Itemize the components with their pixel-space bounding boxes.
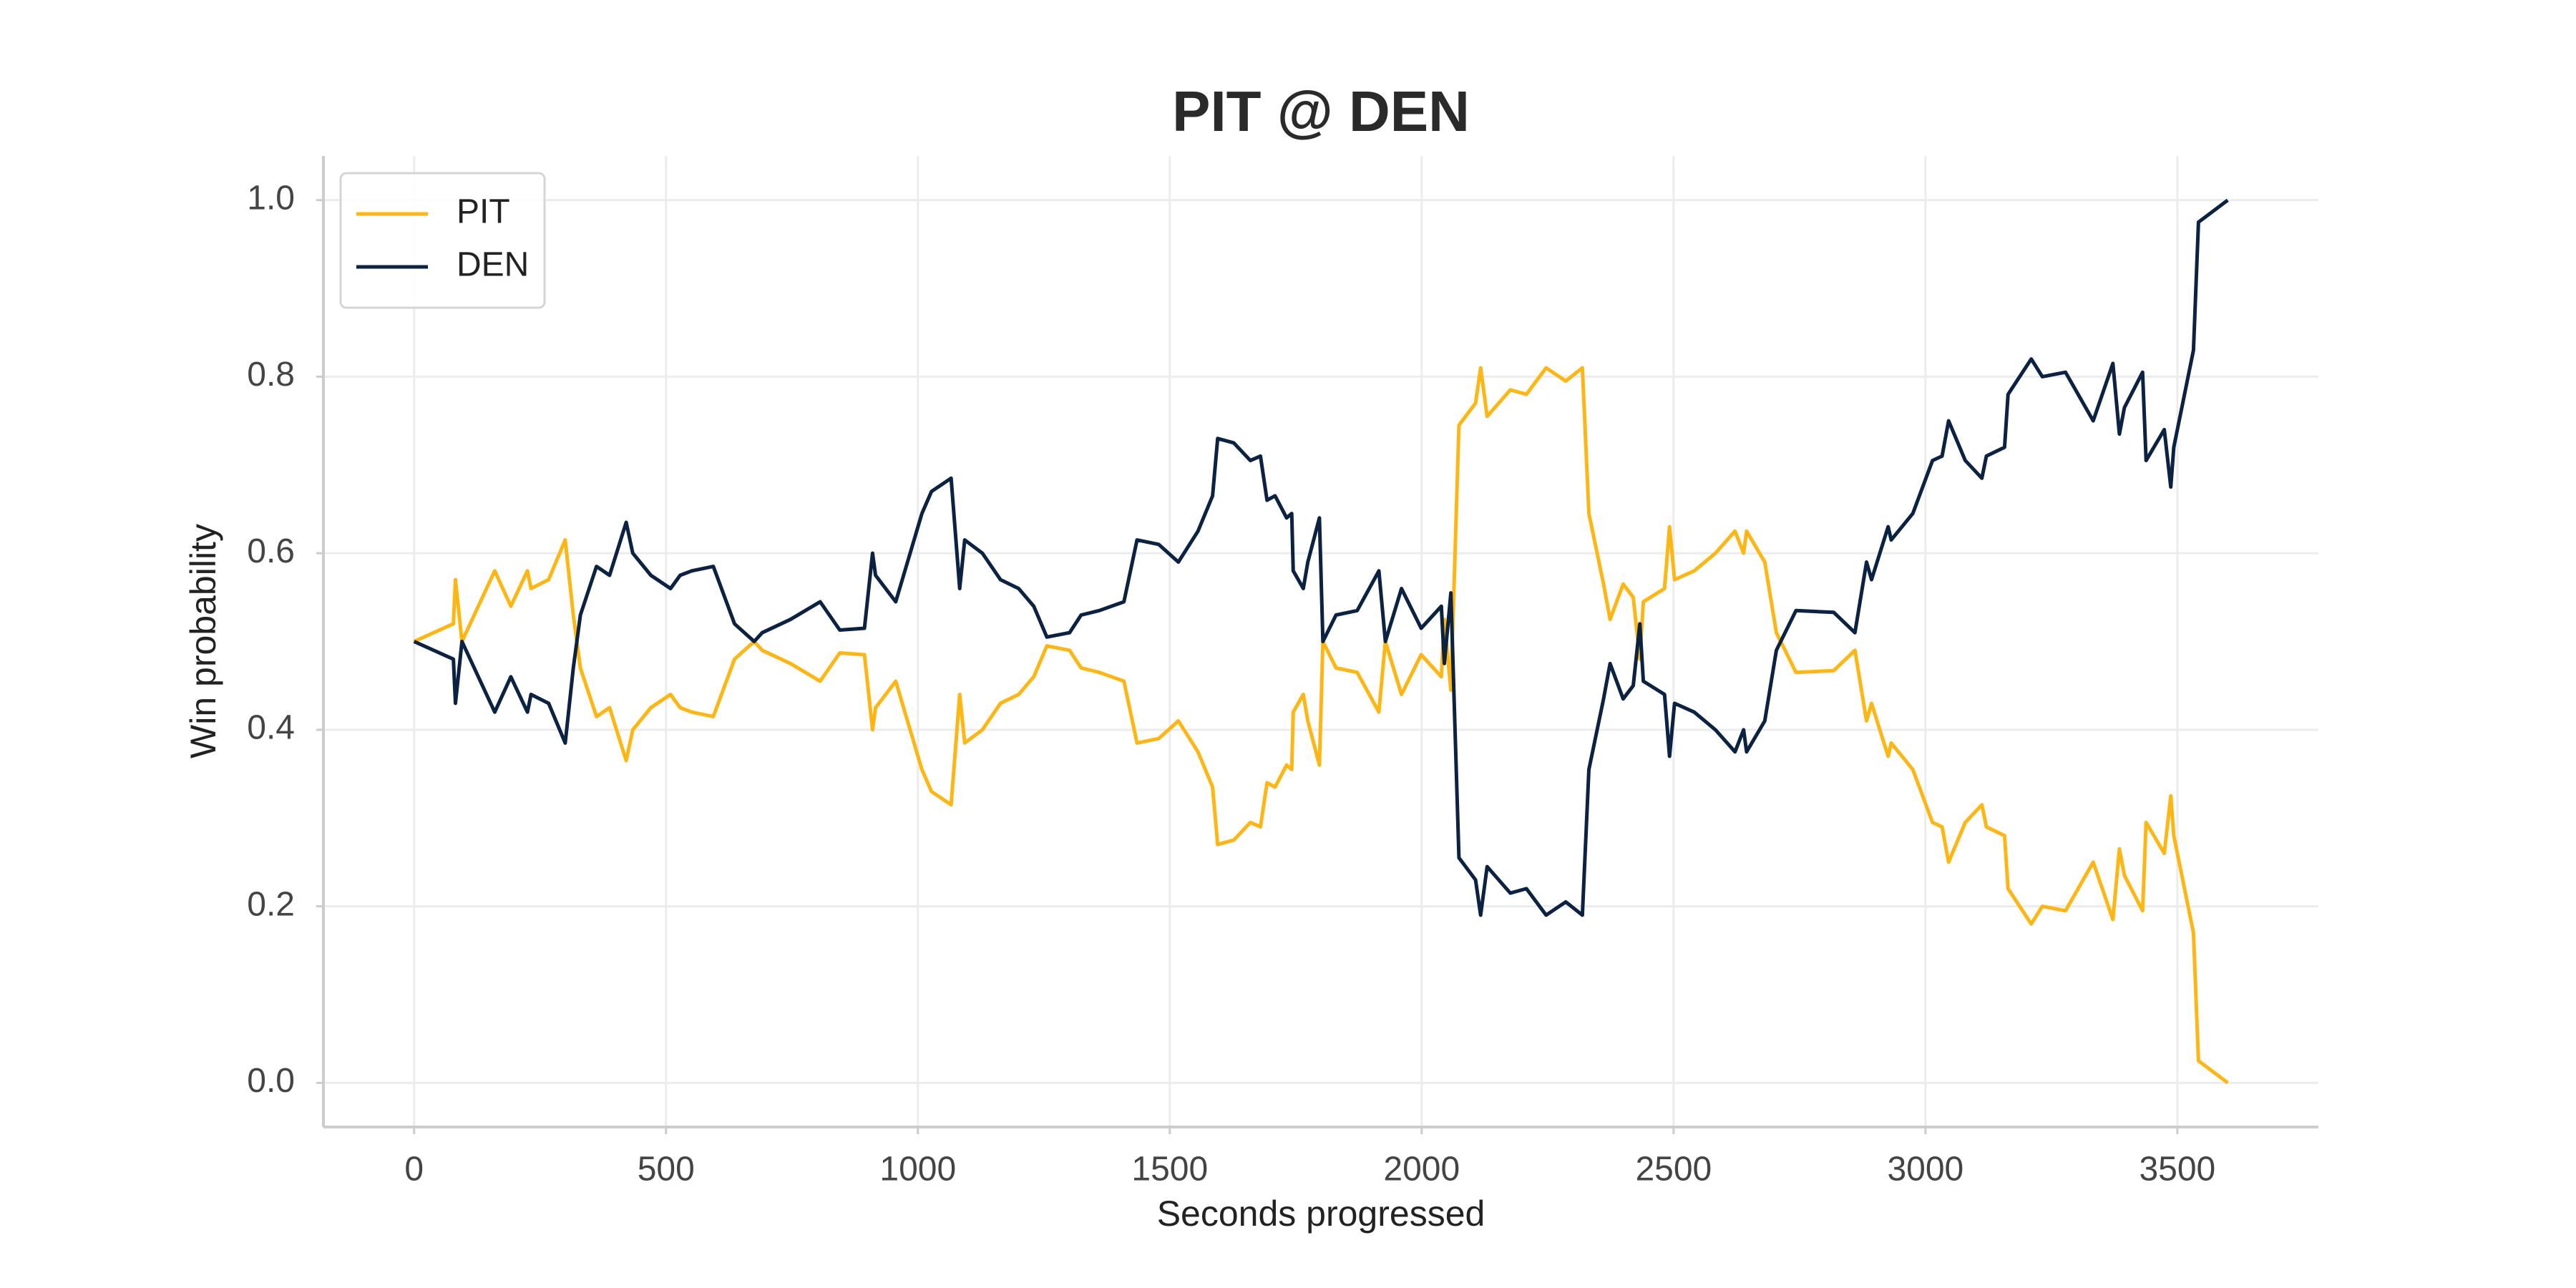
legend-label: DEN xyxy=(457,246,529,284)
series-line xyxy=(413,198,2229,917)
y-tick-label: 0.0 xyxy=(247,1062,295,1100)
y-tick-label: 0.6 xyxy=(247,532,295,570)
legend: PIT DEN xyxy=(339,172,546,309)
x-tick-label: 500 xyxy=(638,1151,695,1189)
legend-label: PIT xyxy=(457,193,510,231)
x-tick-label: 2000 xyxy=(1383,1151,1460,1189)
x-tick-label: 3000 xyxy=(1887,1151,1963,1189)
x-tick-label: 3500 xyxy=(2139,1151,2215,1189)
x-tick-label: 1500 xyxy=(1131,1151,1208,1189)
legend-box xyxy=(339,172,546,309)
series-line xyxy=(413,366,2229,1085)
y-tick-label: 0.2 xyxy=(247,885,295,923)
y-axis-label: Win probability xyxy=(183,524,223,758)
y-tick-label: 1.0 xyxy=(247,179,295,217)
x-axis-label: Seconds progressed xyxy=(1157,1194,1485,1234)
x-tick-label: 0 xyxy=(404,1151,424,1189)
x-tick-label: 2500 xyxy=(1635,1151,1712,1189)
grid xyxy=(323,156,2318,1127)
y-tick-label: 0.4 xyxy=(247,709,295,747)
y-tick-label: 0.8 xyxy=(247,356,295,394)
chart-title: PIT @ DEN xyxy=(1172,79,1470,143)
x-tick-label: 1000 xyxy=(879,1151,956,1189)
